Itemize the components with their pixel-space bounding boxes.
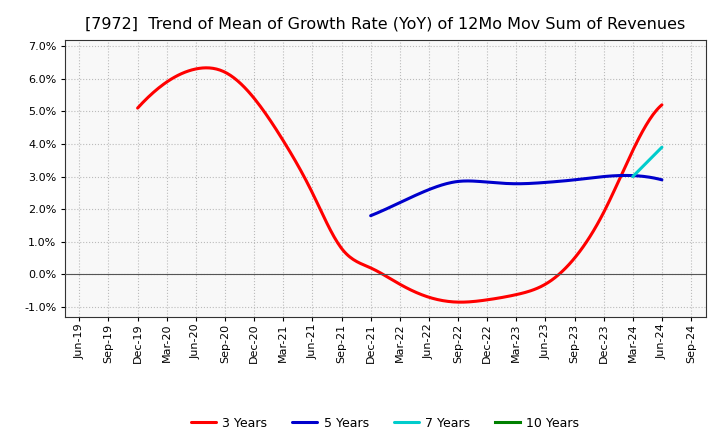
7 Years (657, 145, 666, 150)
5 Years (631, 173, 640, 178)
5 Years (367, 213, 376, 218)
5 Years (539, 180, 547, 185)
3 Years (458, 300, 467, 305)
5 Years (544, 180, 553, 185)
5 Years (366, 213, 375, 218)
3 Years (579, 244, 588, 249)
5 Years (540, 180, 549, 185)
3 Years (447, 299, 456, 304)
3 Years (657, 102, 666, 107)
Line: 5 Years: 5 Years (371, 176, 662, 216)
5 Years (657, 177, 666, 183)
3 Years (612, 183, 621, 189)
3 Years (135, 103, 144, 109)
3 Years (202, 65, 210, 70)
5 Years (621, 173, 630, 178)
7 Years (629, 174, 637, 179)
3 Years (133, 106, 142, 111)
Title: [7972]  Trend of Mean of Growth Rate (YoY) of 12Mo Mov Sum of Revenues: [7972] Trend of Mean of Growth Rate (YoY… (85, 16, 685, 32)
3 Years (446, 299, 454, 304)
Line: 3 Years: 3 Years (138, 68, 662, 302)
Line: 7 Years: 7 Years (633, 147, 662, 176)
Legend: 3 Years, 5 Years, 7 Years, 10 Years: 3 Years, 5 Years, 7 Years, 10 Years (186, 412, 585, 435)
3 Years (456, 300, 464, 305)
5 Years (612, 173, 621, 178)
